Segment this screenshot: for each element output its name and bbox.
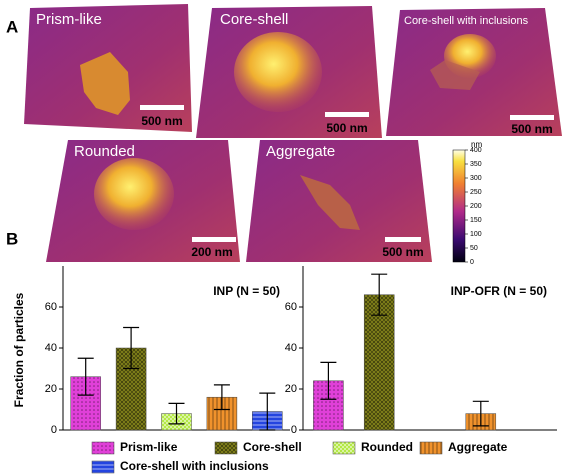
legend-swatch: [91, 460, 115, 474]
colorbar-tick-label: 150: [470, 217, 482, 224]
legend-label: Core-shell with inclusions: [120, 459, 269, 473]
scale-bar-label: 500 nm: [326, 121, 367, 135]
afm-image: Rounded 200 nm: [46, 140, 240, 262]
y-axis-label: Fraction of particles: [12, 292, 26, 407]
scale-bar-label: 500 nm: [511, 122, 552, 136]
legend-label: Prism-like: [120, 440, 178, 454]
y-tick-label: 40: [45, 342, 57, 354]
colorbar-tick-label: 400: [470, 147, 482, 154]
bar: [313, 380, 344, 431]
y-tick-label: 20: [45, 383, 57, 395]
legend-label: Aggregate: [448, 440, 508, 454]
legend-swatch: [214, 441, 238, 455]
colorbar-tick-label: 350: [470, 161, 482, 168]
colorbar-tick-label: 0: [470, 259, 474, 266]
error-bar: [259, 392, 276, 431]
bar: [363, 294, 395, 431]
image-label: Core-shell: [220, 11, 288, 28]
colorbar-tick-label: 300: [470, 175, 482, 182]
y-tick-label: 60: [285, 301, 297, 313]
y-tick-label: 60: [45, 301, 57, 313]
error-bar: [123, 326, 140, 370]
legend-label: Core-shell: [243, 440, 302, 454]
scale-bar-label: 500 nm: [382, 245, 423, 259]
legend-label: Rounded: [361, 440, 413, 454]
y-tick-label: 20: [285, 383, 297, 395]
chart-title: INP (N = 50): [213, 284, 280, 298]
image-label: Aggregate: [266, 143, 335, 160]
error-bar: [371, 273, 388, 316]
y-tick-label: 40: [285, 342, 297, 354]
legend-swatch: [419, 441, 443, 455]
afm-image: Core-shell 500 nm: [196, 6, 382, 138]
y-tick-label: 0: [291, 424, 297, 436]
image-label: Rounded: [74, 143, 135, 160]
image-label: Core-shell with inclusions: [404, 15, 529, 27]
error-bar: [168, 402, 185, 425]
afm-image: Core-shell with inclusions 500 nm: [386, 8, 562, 136]
scale-bar-label: 500 nm: [141, 114, 182, 128]
error-bar: [472, 400, 489, 427]
legend-swatch: [91, 441, 115, 455]
scale-bar-label: 200 nm: [191, 245, 232, 259]
colorbar-tick-label: 100: [470, 231, 482, 238]
error-bar: [213, 384, 230, 411]
chart-title: INP-OFR (N = 50): [451, 284, 547, 298]
legend-swatch: [332, 441, 356, 455]
afm-image: Aggregate 500 nm: [246, 140, 432, 262]
error-bar: [320, 361, 337, 400]
panel-label: B: [6, 229, 18, 248]
colorbar: [452, 149, 466, 263]
panel-label: A: [6, 17, 18, 36]
y-tick-label: 0: [51, 424, 57, 436]
afm-image: Prism-like 500 nm: [24, 4, 192, 132]
colorbar-tick-label: 200: [470, 203, 482, 210]
colorbar-tick-label: 50: [470, 245, 478, 252]
image-label: Prism-like: [36, 11, 102, 28]
colorbar-tick-label: 250: [470, 189, 482, 196]
error-bar: [77, 357, 94, 396]
colorbar-unit: nm: [471, 140, 482, 149]
